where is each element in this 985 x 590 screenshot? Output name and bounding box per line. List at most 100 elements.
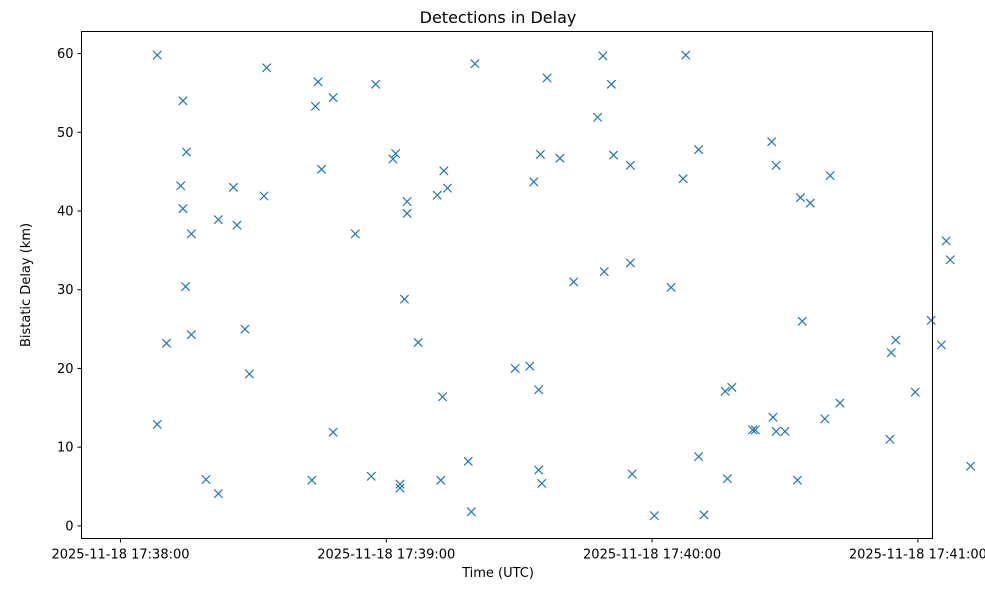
data-point [886, 348, 896, 358]
data-points [152, 50, 976, 521]
data-point [941, 236, 951, 246]
data-point [176, 181, 186, 191]
data-point [608, 150, 619, 160]
data-point [186, 229, 196, 239]
data-point [529, 177, 539, 187]
data-point [535, 149, 546, 159]
data-point [693, 451, 704, 462]
data-point [371, 79, 381, 89]
x-tick-label: 2025-11-18 17:38:00 [51, 548, 189, 563]
data-point [310, 101, 321, 111]
data-point [180, 281, 191, 292]
plot-frame [81, 31, 933, 539]
data-point [771, 160, 781, 170]
data-point [678, 174, 688, 184]
data-point [699, 510, 709, 520]
data-point [232, 220, 242, 230]
y-tick-label: 0 [65, 519, 73, 534]
data-point [965, 461, 976, 471]
data-point [926, 315, 936, 326]
data-point [240, 324, 250, 334]
x-tick-label: 2025-11-18 17:41:00 [849, 548, 985, 563]
data-point [178, 96, 188, 106]
data-point [432, 190, 442, 200]
x-tick-label: 2025-11-18 17:40:00 [583, 548, 721, 563]
data-point [366, 471, 376, 481]
data-point [727, 382, 737, 392]
data-point [152, 419, 162, 429]
data-point [625, 258, 635, 268]
data-point [442, 183, 453, 193]
data-point [936, 340, 946, 350]
chart-title: Detections in Delay [420, 8, 577, 27]
data-point [771, 426, 781, 437]
data-point [413, 337, 423, 348]
data-point [313, 77, 323, 87]
y-tick-label: 30 [57, 283, 74, 298]
data-point [780, 426, 790, 437]
data-point [569, 277, 579, 287]
data-point [307, 475, 317, 485]
data-point [666, 282, 676, 292]
plot-area [81, 31, 933, 539]
data-point [402, 208, 412, 218]
data-point [388, 154, 398, 164]
data-point [681, 50, 691, 60]
y-axis-ticks: 0 10 20 30 40 50 60 [57, 47, 82, 534]
data-point [466, 507, 476, 517]
data-point [470, 59, 480, 69]
data-point [720, 386, 730, 396]
data-point [748, 425, 758, 435]
x-tick-label: 2025-11-18 17:39:00 [317, 548, 455, 563]
data-point [161, 338, 172, 348]
data-point [390, 148, 401, 159]
data-point [328, 427, 338, 437]
data-point [228, 182, 239, 193]
data-point [599, 266, 609, 277]
y-tick-label: 40 [57, 204, 74, 219]
data-point [792, 475, 803, 485]
data-point [722, 474, 733, 484]
data-point [201, 474, 211, 485]
data-point [402, 196, 412, 207]
data-point [395, 483, 405, 493]
data-point [437, 392, 448, 402]
data-point [805, 198, 815, 208]
data-point [555, 153, 565, 163]
data-point [797, 316, 807, 326]
data-point [178, 204, 188, 214]
data-point [316, 164, 327, 174]
data-point [259, 191, 269, 201]
y-axis-label: Bistatic Delay (km) [19, 223, 34, 347]
data-point [439, 166, 449, 176]
data-point [213, 489, 224, 499]
data-point [649, 511, 659, 521]
data-point [945, 255, 955, 265]
x-axis-ticks: 2025-11-18 17:38:00 2025-11-18 17:39:00 20… [51, 538, 985, 563]
data-point [627, 469, 637, 479]
data-point [395, 479, 405, 489]
data-point [542, 73, 552, 83]
data-point [750, 425, 760, 435]
y-tick-label: 50 [57, 126, 74, 141]
data-point [795, 192, 806, 203]
data-point [767, 137, 777, 147]
data-point [592, 112, 603, 122]
data-point [693, 144, 704, 155]
data-point [181, 147, 192, 157]
data-point [825, 170, 835, 181]
data-point [910, 387, 920, 397]
data-point [213, 215, 224, 225]
data-point [350, 229, 360, 239]
data-point [598, 51, 608, 61]
data-point [399, 294, 410, 304]
x-axis-label: Time (UTC) [461, 566, 534, 581]
data-point [328, 93, 338, 103]
data-point [625, 160, 635, 170]
data-point [463, 456, 473, 466]
data-point [891, 335, 901, 345]
data-point [510, 363, 520, 374]
data-point [885, 434, 895, 444]
data-point [534, 385, 544, 395]
